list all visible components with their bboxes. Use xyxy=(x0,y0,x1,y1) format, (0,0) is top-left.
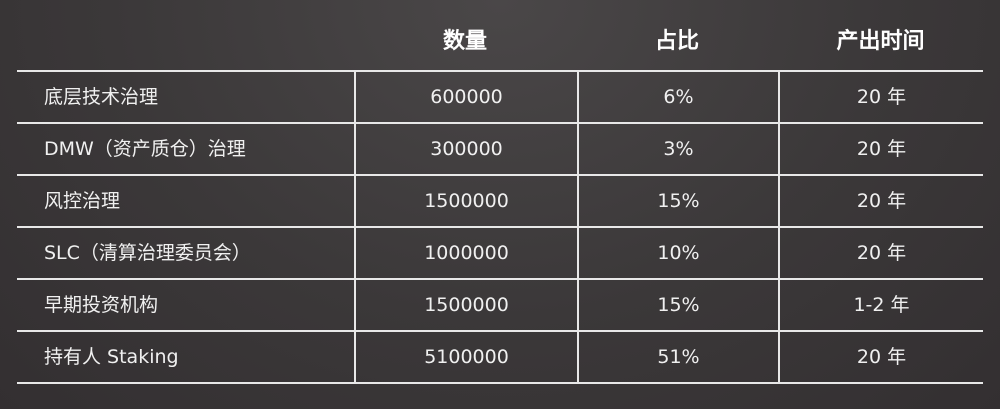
row-share: 51% xyxy=(579,332,780,382)
row-name: DMW（资产质仓）治理 xyxy=(17,124,356,174)
row-period: 1-2 年 xyxy=(853,294,910,316)
row-name: 早期投资机构 xyxy=(17,280,356,330)
row-name: 风控治理 xyxy=(17,176,356,226)
row-period: 20 年 xyxy=(856,86,907,108)
row-quantity: 5100000 xyxy=(356,332,579,382)
row-period: 20 年 xyxy=(856,346,907,368)
row-name: 底层技术治理 xyxy=(17,72,356,122)
allocation-table: 底层技术治理 600000 6% 20 年 DMW（资产质仓）治理 300000… xyxy=(17,70,983,384)
row-quantity: 600000 xyxy=(356,72,579,122)
table-row: 底层技术治理 600000 6% 20 年 xyxy=(17,72,983,124)
row-period: 20 年 xyxy=(856,190,907,212)
row-period: 20 年 xyxy=(856,242,907,264)
header-period: 产出时间 xyxy=(836,29,925,54)
row-name: SLC（清算治理委员会） xyxy=(17,228,356,278)
header-quantity: 数量 xyxy=(442,29,487,54)
header-share: 占比 xyxy=(654,29,699,54)
row-share: 10% xyxy=(579,228,780,278)
row-share: 15% xyxy=(579,176,780,226)
table-row: SLC（清算治理委员会） 1000000 10% 20 年 xyxy=(17,228,983,280)
table-row: 风控治理 1500000 15% 20 年 xyxy=(17,176,983,228)
table-row: 早期投资机构 1500000 15% 1-2 年 xyxy=(17,280,983,332)
row-share: 15% xyxy=(579,280,780,330)
row-quantity: 1000000 xyxy=(356,228,579,278)
row-quantity: 1500000 xyxy=(356,176,579,226)
row-share: 6% xyxy=(579,72,780,122)
row-quantity: 1500000 xyxy=(356,280,579,330)
row-quantity: 300000 xyxy=(356,124,579,174)
table-row: DMW（资产质仓）治理 300000 3% 20 年 xyxy=(17,124,983,176)
table-row: 持有人 Staking 5100000 51% 20 年 xyxy=(17,332,983,384)
row-share: 3% xyxy=(579,124,780,174)
row-period: 20 年 xyxy=(856,138,907,160)
row-name: 持有人 Staking xyxy=(17,332,356,382)
